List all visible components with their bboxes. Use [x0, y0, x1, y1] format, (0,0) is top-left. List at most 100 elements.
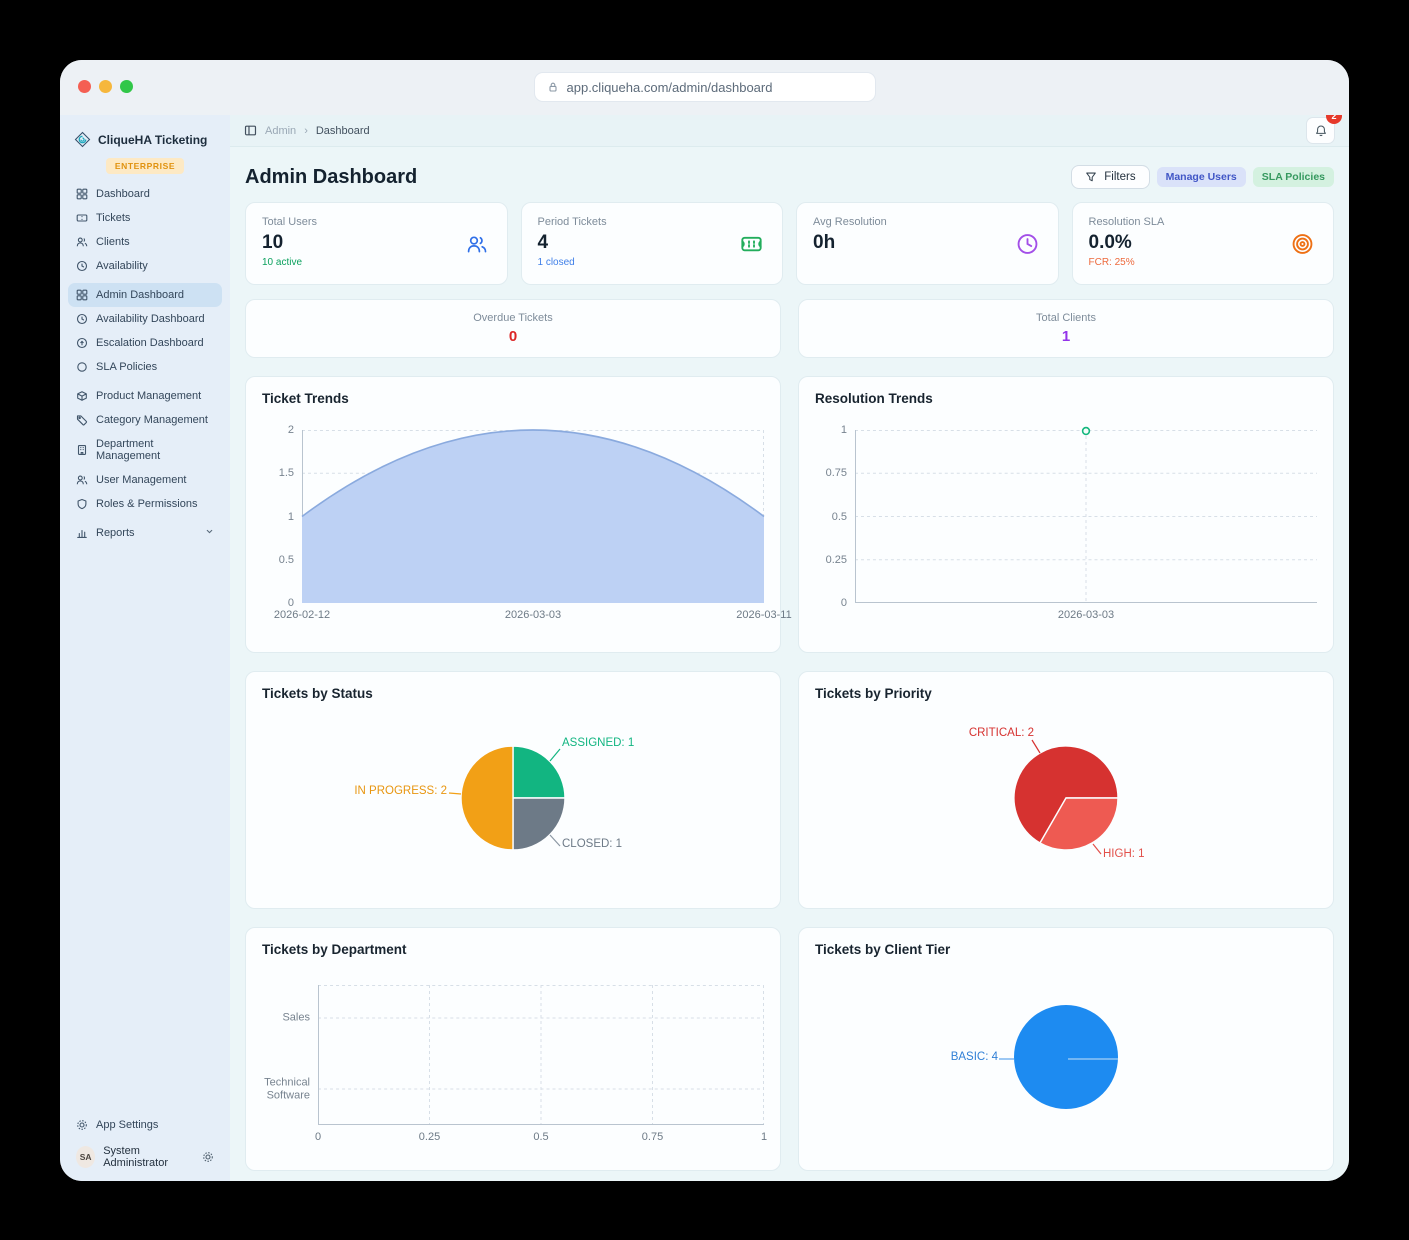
sidebar-item-availability[interactable]: Availability — [68, 254, 222, 278]
users-icon — [76, 474, 88, 486]
stat-card-total-clients: Total Clients 1 — [798, 299, 1334, 358]
stat-label: Avg Resolution — [813, 216, 887, 228]
close-window-button[interactable] — [78, 80, 91, 93]
target-icon — [1290, 231, 1315, 256]
pie-slice-in-progress — [460, 745, 514, 851]
ticket-icon — [739, 231, 764, 256]
avatar: SA — [76, 1146, 96, 1168]
sidebar-item-clients[interactable]: Clients — [68, 230, 222, 254]
pie-slice-critical — [1013, 745, 1119, 844]
stat-value: 0.0% — [1088, 232, 1132, 253]
pie-slice-high — [1039, 797, 1119, 851]
arrow-up-circle-icon — [76, 337, 88, 349]
stat-subtext: 10 active — [262, 257, 303, 268]
sidebar-item-department-management[interactable]: Department Management — [68, 432, 222, 468]
pie-chart-status: ASSIGNED: 1 CLOSED: 1 IN PROGRESS: 2 — [262, 701, 764, 887]
x-axis: 2026-03-03 — [1057, 609, 1115, 621]
sidebar-item-product-management[interactable]: Product Management — [68, 384, 222, 408]
lock-icon — [547, 81, 559, 93]
stat-value: 10 — [262, 232, 284, 253]
stat-label: Period Tickets — [537, 216, 607, 228]
sidebar-item-label: Clients — [96, 236, 130, 248]
chevron-down-icon — [205, 527, 214, 539]
stat-value: 0h — [813, 232, 836, 253]
dashboard-content: Admin Dashboard Filters Manage Users SLA… — [230, 147, 1349, 1181]
tag-icon — [76, 414, 88, 426]
stat-label: Total Clients — [1036, 312, 1096, 324]
sidebar-item-reports[interactable]: Reports — [68, 521, 222, 545]
filters-button[interactable]: Filters — [1071, 165, 1150, 189]
stat-card-period-tickets: Period Tickets 4 1 closed — [520, 202, 783, 285]
stat-label: Total Users — [262, 216, 318, 228]
chart-tickets-by-client-tier: Tickets by Client Tier BASIC: 4 — [798, 927, 1334, 1171]
stat-cards: Total Users 10 10 active Period Tickets … — [245, 202, 1334, 285]
chart-ticket-trends: Ticket Trends 2 1.5 1 0.5 0 — [245, 376, 792, 653]
sidebar-item-availability-dashboard[interactable]: Availability Dashboard — [68, 307, 222, 331]
sidebar-item-label: Dashboard — [96, 188, 150, 200]
pie-chart-client-tier: BASIC: 4 — [815, 957, 1317, 1149]
sla-policies-button[interactable]: SLA Policies — [1252, 167, 1334, 187]
page-title: Admin Dashboard — [245, 165, 418, 188]
sidebar-item-roles-permissions[interactable]: Roles & Permissions — [68, 492, 222, 516]
brand-name: CliqueHA Ticketing — [98, 132, 208, 147]
main-area: Admin › Dashboard 2 Admin Dashboard — [230, 115, 1349, 1181]
stat-card-resolution-sla: Resolution SLA 0.0% FCR: 25% — [1071, 202, 1334, 285]
ring-icon — [76, 361, 88, 373]
zoom-window-button[interactable] — [120, 80, 133, 93]
stat-card-total-users: Total Users 10 10 active — [245, 202, 508, 285]
manage-users-button[interactable]: Manage Users — [1156, 167, 1246, 187]
clock-icon — [76, 260, 88, 272]
sidebar-item-admin-dashboard[interactable]: Admin Dashboard — [68, 283, 222, 307]
stat-subtext: 1 closed — [537, 257, 575, 268]
pie-label-critical: CRITICAL: 2 — [968, 726, 1034, 739]
sidebar-item-label: User Management — [96, 474, 187, 486]
sidebar-item-label: Reports — [96, 527, 135, 539]
sidebar-nav: Dashboard Tickets Clients Availability A… — [60, 180, 230, 547]
users-icon — [76, 236, 88, 248]
building-icon — [76, 444, 88, 456]
app-settings-button[interactable]: App Settings — [68, 1113, 222, 1137]
pie-chart-priority: CRITICAL: 2 HIGH: 1 — [815, 701, 1317, 887]
x-axis: 2026-02-12 2026-03-03 2026-03-11 — [273, 609, 792, 621]
sidebar-item-label: Admin Dashboard — [96, 289, 185, 301]
chart-tickets-by-department: Tickets by Department Sales Technical So… — [245, 927, 781, 1171]
grid-icon — [76, 289, 88, 301]
sidebar-item-escalation-dashboard[interactable]: Escalation Dashboard — [68, 331, 222, 355]
filters-label: Filters — [1104, 171, 1136, 183]
sidebar-item-label: Roles & Permissions — [96, 498, 198, 510]
sidebar-item-tickets[interactable]: Tickets — [68, 206, 222, 230]
y-axis: 1 0.75 0.5 0.25 0 — [825, 424, 847, 609]
pie-label-closed: CLOSED: 1 — [562, 837, 623, 850]
address-bar[interactable]: app.cliqueha.com/admin/dashboard — [533, 72, 876, 102]
sidebar-item-label: Availability — [96, 260, 148, 272]
sidebar-item-sla-policies[interactable]: SLA Policies — [68, 355, 222, 379]
sidebar-toggle-icon[interactable] — [244, 124, 257, 137]
bar-chart-plot — [318, 985, 764, 1125]
sidebar-item-dashboard[interactable]: Dashboard — [68, 182, 222, 206]
gear-icon[interactable] — [202, 1151, 214, 1163]
chart-tickets-by-status: Tickets by Status ASSIGNED: 1 — [245, 671, 781, 909]
minimize-window-button[interactable] — [99, 80, 112, 93]
sidebar-item-user-management[interactable]: User Management — [68, 468, 222, 492]
mini-stat-cards: Overdue Tickets 0 Total Clients 1 — [245, 299, 1334, 358]
users-icon — [465, 232, 489, 256]
chart-title: Tickets by Priority — [815, 686, 932, 701]
breadcrumb-page: Dashboard — [315, 124, 370, 137]
sidebar-item-label: Product Management — [96, 390, 202, 402]
breadcrumb-section[interactable]: Admin — [265, 124, 297, 137]
scatter-plot — [855, 426, 1317, 603]
sidebar-item-label: Tickets — [96, 212, 131, 224]
window-controls — [78, 80, 133, 93]
sidebar-item-category-management[interactable]: Category Management — [68, 408, 222, 432]
user-menu[interactable]: SA System Administrator — [68, 1137, 222, 1171]
user-name: System Administrator — [103, 1145, 169, 1169]
x-axis: 0 0.25 0.5 0.75 1 — [314, 1131, 768, 1143]
chart-resolution-trends: Resolution Trends 1 0.75 0.5 0.25 0 — [798, 376, 1334, 653]
stat-card-overdue-tickets: Overdue Tickets 0 — [245, 299, 781, 358]
sidebar-item-label: Category Management — [96, 414, 208, 426]
bar-chart-icon — [76, 527, 88, 539]
stat-label: Resolution SLA — [1088, 216, 1165, 228]
pie-label-basic: BASIC: 4 — [950, 1050, 998, 1063]
pie-label-in-progress: IN PROGRESS: 2 — [354, 784, 447, 797]
breadcrumb: Admin › Dashboard 2 — [230, 115, 1349, 147]
